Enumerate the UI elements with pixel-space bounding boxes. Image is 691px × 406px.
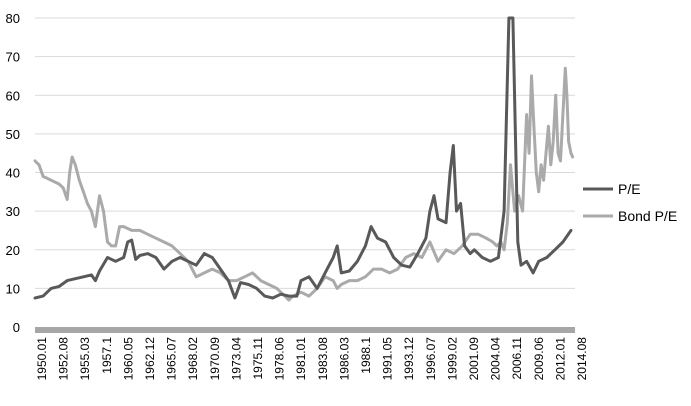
legend: P/E Bond P/E [583,181,677,224]
x-axis-ticks: 1950.01 1952.08 1955.03 1957.1 1960.05 1962.1… [35,337,589,381]
x-tick-label: 2012.01 [553,337,567,381]
x-tick-label: 2001.09 [467,337,481,381]
x-tick-label: 1986.03 [337,337,351,381]
y-tick-label: 10 [6,281,20,296]
legend-label-1: Bond P/E [618,208,677,224]
x-tick-label: 1960.05 [121,337,135,381]
x-tick-label: 1968.02 [186,337,200,381]
x-tick-label: 1973.04 [229,337,243,381]
y-tick-label: 30 [6,204,20,219]
x-tick-label: 1950.01 [35,337,49,381]
y-tick-label: 50 [6,127,20,142]
x-tick-label: 1991.05 [381,337,395,381]
x-tick-label: 1955.03 [78,337,92,381]
x-axis-line [35,327,575,333]
series-line-0 [33,16,573,300]
x-tick-label: 1988.1 [359,337,373,374]
x-tick-label: 1957.1 [100,337,114,374]
x-tick-label: 1965.07 [165,337,179,381]
y-tick-label: 0 [13,320,20,335]
y-tick-label: 60 [6,88,20,103]
x-tick-label: 1999.02 [445,337,459,381]
x-axis [35,327,575,333]
x-tick-label: 1996.07 [424,337,438,381]
gridlines [35,17,575,289]
x-tick-label: 1978.06 [273,337,287,381]
x-tick-label: 2014.08 [575,337,589,381]
y-tick-label: 70 [6,50,20,65]
x-tick-label: 1975.11 [251,337,265,380]
y-tick-label: 20 [6,243,20,258]
x-tick-label: 1983.08 [316,337,330,381]
series-lines [33,16,575,302]
y-tick-label: 80 [6,11,20,26]
x-tick-label: 1962.12 [143,337,157,381]
x-tick-label: 1981.01 [294,337,308,381]
x-tick-label: 1970.09 [208,337,222,381]
legend-label-0: P/E [618,181,641,197]
x-tick-label: 2009.06 [532,337,546,381]
x-tick-label: 2006.11 [510,337,524,380]
series-line-1 [33,66,575,302]
x-tick-label: 2004.04 [489,337,503,381]
x-tick-label: 1993.12 [402,337,416,381]
y-axis-ticks: 0 10 20 30 40 50 60 70 80 [6,11,20,335]
y-tick-label: 40 [6,166,20,181]
x-tick-label: 1952.08 [57,337,71,381]
